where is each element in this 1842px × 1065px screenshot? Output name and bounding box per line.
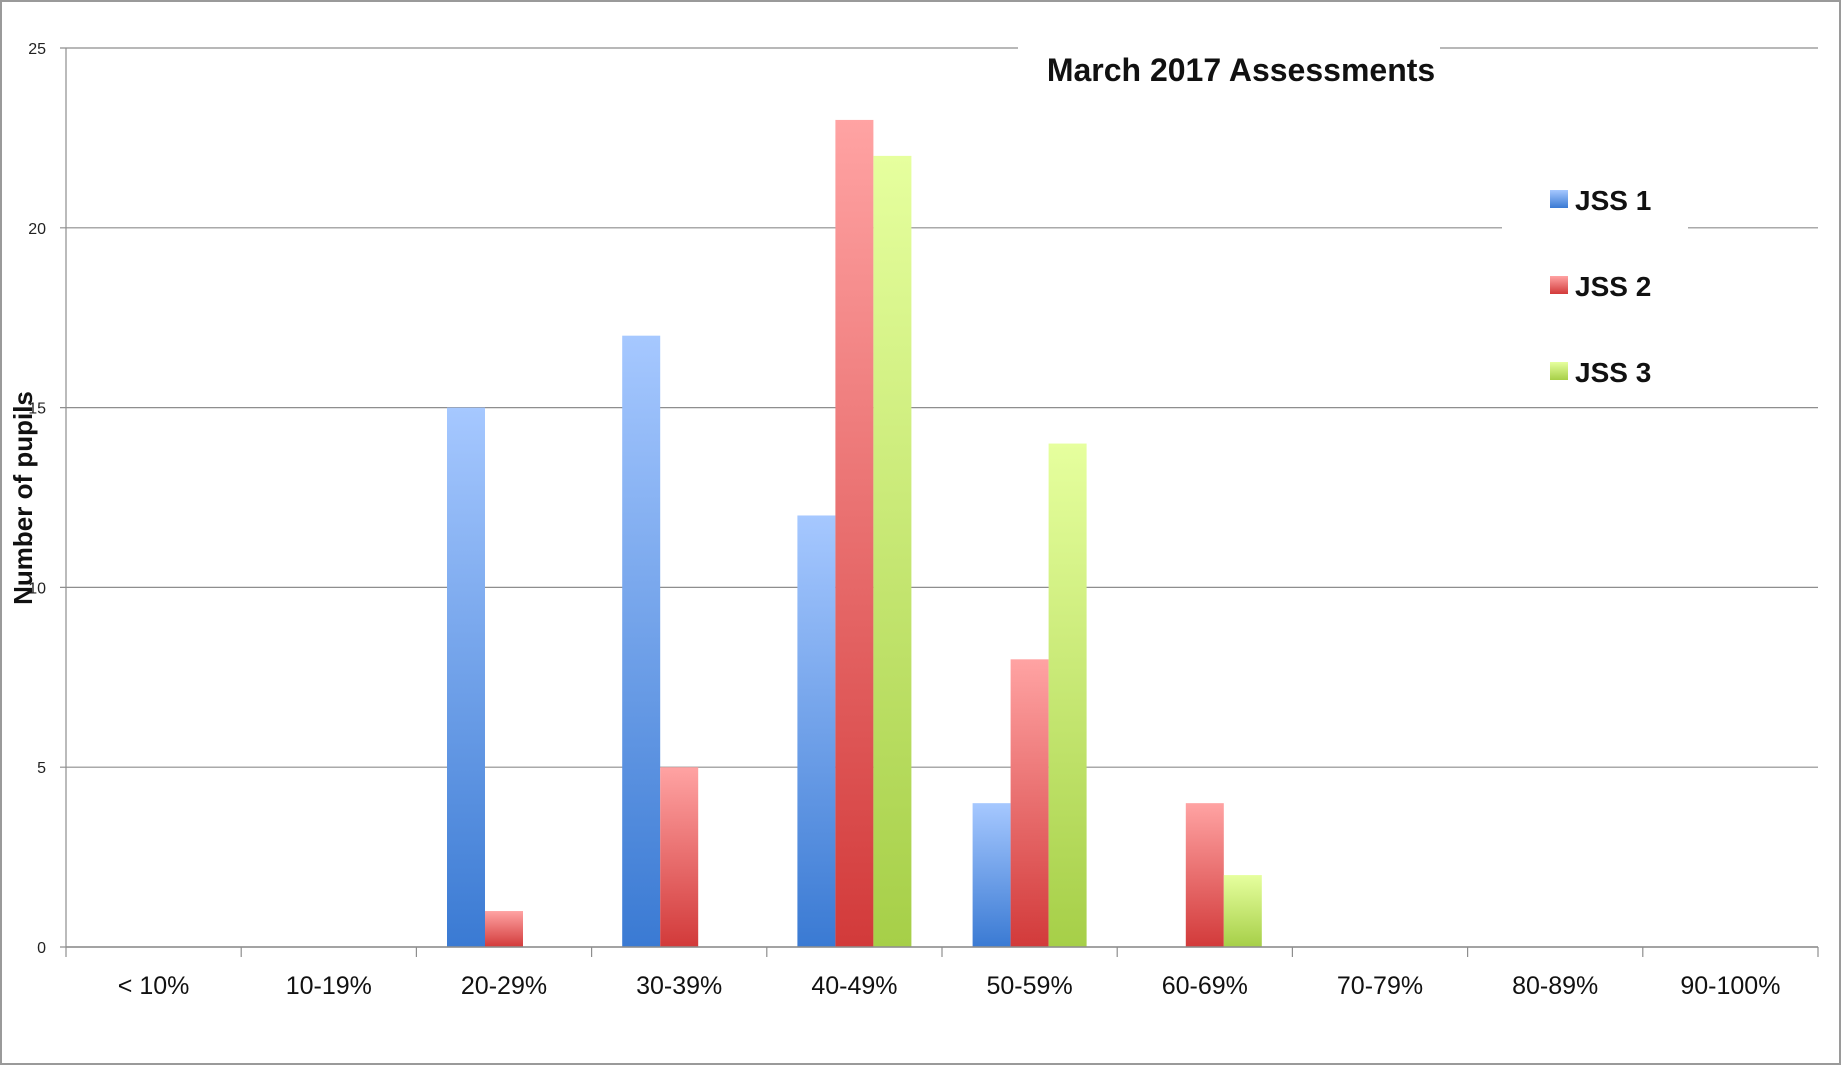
x-tick-label: 60-69% — [1162, 972, 1248, 1000]
y-tick-label: 10 — [28, 580, 46, 597]
y-tick-label: 15 — [28, 401, 46, 418]
x-tick-label: < 10% — [118, 972, 190, 1000]
bar-jss-1 — [447, 407, 485, 948]
y-tick-label: 20 — [28, 221, 46, 238]
x-tick-label: 70-79% — [1337, 972, 1423, 1000]
bar-jss-1 — [622, 335, 661, 947]
bars — [447, 119, 1262, 948]
y-tick-label: 0 — [37, 940, 46, 957]
bar-jss-3 — [1223, 875, 1262, 947]
bar-jss-2 — [1185, 803, 1224, 947]
legend-swatch — [1550, 276, 1568, 294]
x-tick-label: 30-39% — [636, 972, 722, 1000]
legend-swatch — [1550, 190, 1568, 208]
title-background — [1018, 42, 1440, 100]
x-tick-label: 10-19% — [286, 972, 372, 1000]
x-tick-label: 40-49% — [811, 972, 897, 1000]
y-axis-label: Number of pupils — [8, 391, 38, 605]
x-tick-label: 20-29% — [461, 972, 547, 1000]
bar-jss-2 — [485, 911, 523, 947]
bar-jss-2 — [660, 767, 699, 947]
legend-label: JSS 2 — [1575, 271, 1651, 302]
bar-jss-1 — [972, 803, 1011, 947]
axes: 0 5 10 15 20 25 < 10% 10-19% 20-29% 30-39% 40-49% 5… — [28, 41, 1819, 1000]
bar-jss-1 — [797, 515, 836, 947]
bar-jss-3 — [873, 155, 912, 947]
y-tick-label: 25 — [28, 41, 46, 58]
bar-jss-3 — [1048, 443, 1087, 947]
bar-jss-2 — [835, 119, 874, 948]
legend: JSS 1 JSS 2 JSS 3 — [1550, 185, 1651, 388]
x-tick-label: 80-89% — [1512, 972, 1598, 1000]
legend-background — [1502, 160, 1688, 406]
legend-label: JSS 1 — [1575, 185, 1651, 216]
x-tick-label: 90-100% — [1680, 972, 1780, 1000]
chart-title: March 2017 Assessments — [1047, 52, 1435, 88]
y-tick-label: 5 — [37, 760, 46, 777]
legend-swatch — [1550, 362, 1568, 380]
bar-jss-2 — [1010, 659, 1049, 947]
legend-label: JSS 3 — [1575, 357, 1651, 388]
x-tick-label: 50-59% — [987, 972, 1073, 1000]
